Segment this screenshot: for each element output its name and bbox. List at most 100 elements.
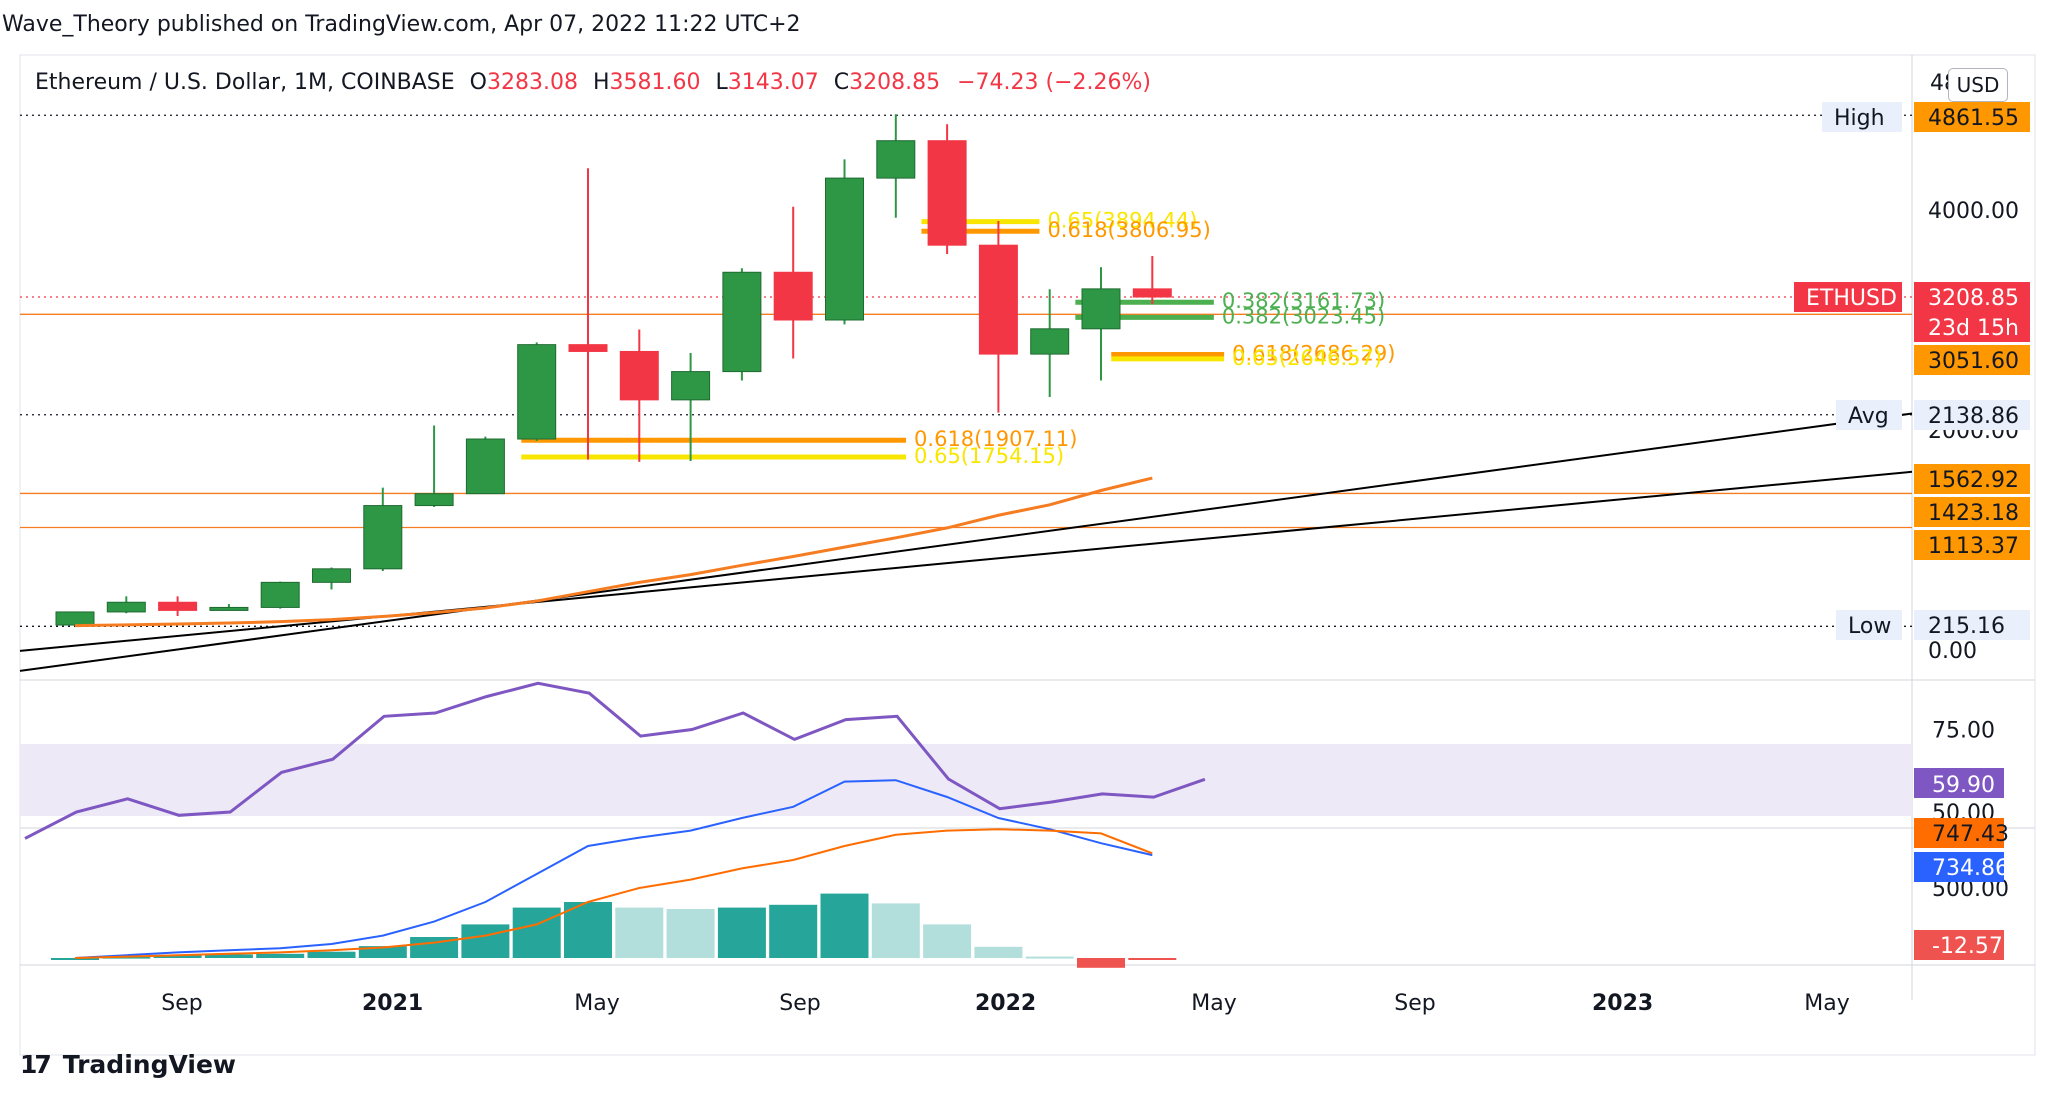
price-badge	[1914, 497, 2030, 527]
time-axis-tick: 2021	[362, 991, 423, 1016]
candle-body	[927, 140, 967, 246]
fib-level-label: 0.618(2686.29)	[1232, 342, 1395, 366]
time-axis-tick: Sep	[161, 991, 202, 1016]
price-badge-value: 2138.86	[1928, 404, 2019, 429]
macd-histogram-bar	[256, 953, 305, 958]
price-badge-value: 1423.18	[1928, 501, 2019, 526]
brand-name: TradingView	[62, 1050, 236, 1079]
candle-body	[465, 438, 505, 495]
close-key: C	[833, 70, 850, 95]
macd-histogram-bar	[410, 937, 459, 958]
candle-body	[978, 244, 1018, 355]
fib-level-label: 0.65(3894.44)	[1047, 209, 1197, 233]
macd-histogram-bar	[1025, 956, 1074, 959]
fib-level-label: 0.65(1754.15)	[914, 444, 1064, 468]
price-axis-tick: 0.00	[1928, 639, 1977, 664]
macd-histogram-bar	[564, 902, 612, 958]
candle-body	[773, 271, 813, 321]
macd-histogram-bar	[871, 903, 920, 958]
candle-body	[722, 271, 762, 373]
candle-body	[209, 606, 249, 611]
time-axis-tick: May	[574, 991, 619, 1016]
time-axis-tick: 2023	[1592, 991, 1653, 1016]
currency-button[interactable]: USD	[1948, 68, 2008, 102]
moving-average-line	[74, 476, 1153, 628]
fib-level-label: 0.382(3023.45)	[1222, 304, 1385, 328]
macd-badge	[1914, 818, 2004, 848]
trend-line	[19, 412, 1913, 672]
macd-histogram-bar	[769, 904, 818, 958]
signal-line	[74, 828, 1153, 959]
trend-line	[19, 470, 1913, 652]
time-axis-tick: Sep	[1394, 991, 1435, 1016]
macd-line	[74, 779, 1153, 959]
price-badge	[1914, 610, 2030, 640]
macd-histogram-bar	[717, 907, 766, 958]
price-line-tag-label: High	[1834, 106, 1885, 131]
fib-level-label: 0.618(1907.11)	[914, 427, 1077, 451]
macd-histogram-bar	[666, 909, 715, 958]
macd-histogram-bar	[512, 907, 561, 958]
candle-body	[55, 611, 95, 626]
publisher-caption: Wave_Theory published on TradingView.com…	[2, 12, 801, 37]
macd-histogram-bar	[51, 958, 99, 960]
price-badge-value: 4861.55	[1928, 106, 2019, 131]
fib-level-label: 0.65(2646.57)	[1232, 346, 1382, 370]
macd-histogram-bar	[820, 893, 869, 958]
footer-brand[interactable]: 17 TradingView	[20, 1050, 236, 1079]
price-badge	[1914, 464, 2030, 494]
symbol-legend: Ethereum / U.S. Dollar, 1M, COINBASE O32…	[35, 70, 1151, 95]
price-badge-value: 215.16	[1928, 614, 2005, 639]
price-badge-value: 1562.92	[1928, 468, 2019, 493]
macd-badge-value: -12.57	[1932, 934, 2003, 959]
candle-body	[825, 177, 864, 321]
macd-histogram-bar	[1128, 958, 1177, 960]
candle-body	[363, 505, 403, 570]
price-line-tag	[1836, 400, 1902, 430]
chart-frame	[19, 54, 2036, 1056]
close-value: 3208.85	[849, 70, 941, 95]
candle-body	[1132, 288, 1172, 298]
time-axis-tick: May	[1804, 991, 1849, 1016]
candle-body	[106, 601, 146, 613]
rsi-badge-value: 59.90	[1932, 773, 1995, 798]
price-line-tag-label: ETHUSD	[1806, 286, 1897, 311]
price-badge-value: 1113.37	[1928, 534, 2019, 559]
candle-body	[517, 344, 557, 440]
candle-body	[1081, 288, 1121, 330]
candle-body	[260, 581, 300, 608]
price-badge	[1914, 282, 2030, 342]
price-line-tag	[1822, 102, 1902, 132]
macd-badge	[1914, 930, 2004, 960]
macd-histogram-bar	[974, 946, 1023, 958]
macd-histogram-bar	[307, 951, 356, 958]
open-key: O	[469, 70, 487, 95]
fib-level-label: 0.382(3161.73)	[1222, 289, 1385, 313]
price-line-tag	[1836, 610, 1902, 640]
open-value: 3283.08	[486, 70, 578, 95]
candle-body	[876, 140, 916, 179]
price-badge	[1914, 400, 2030, 430]
price-badge	[1914, 102, 2030, 132]
price-badge-value: 3208.85	[1928, 286, 2019, 311]
rsi-line	[24, 681, 1206, 840]
price-badge-countdown: 23d 15h	[1928, 316, 2019, 341]
low-value: 3143.07	[727, 70, 819, 95]
candle-body	[671, 371, 711, 401]
macd-histogram-bar	[204, 954, 253, 958]
macd-histogram-bar	[923, 924, 972, 958]
macd-badge-value: 734.86	[1932, 856, 2009, 881]
candle-body	[1030, 328, 1070, 355]
price-line-tag-label: Avg	[1848, 404, 1889, 429]
time-axis-tick: Sep	[779, 991, 820, 1016]
high-value: 3581.60	[609, 70, 701, 95]
macd-histogram-bar	[358, 946, 407, 958]
change-value: −74.23 (−2.26%)	[957, 70, 1152, 95]
high-key: H	[592, 70, 610, 95]
macd-badge-value: 747.43	[1932, 822, 2009, 847]
candle-body	[568, 344, 608, 352]
time-axis-tick: May	[1191, 991, 1236, 1016]
low-key: L	[715, 70, 728, 95]
candle-body	[312, 568, 351, 583]
